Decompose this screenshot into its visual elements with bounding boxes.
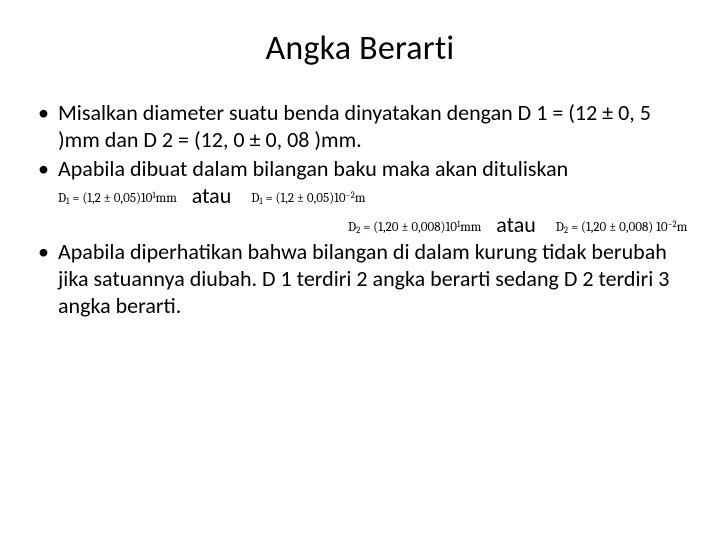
- formula-d2-m-body: = (1,20 ± 0,008) 10: [568, 220, 667, 235]
- formula-d2-m-var: D: [556, 220, 564, 235]
- formula-d1-mm: D1 = (1,2 ± 0,05)101mm: [58, 191, 177, 206]
- spacer: [182, 182, 187, 209]
- spacer: [573, 155, 583, 182]
- bullet-2-lead: Apabila dibuat dalam bilangan baku maka …: [58, 155, 568, 182]
- formula-d2-mm: D2 = (1,20 ± 0,008)101mm: [348, 220, 481, 235]
- bullet-1-text: Misalkan diameter suatu benda dinyatakan…: [58, 99, 651, 153]
- formula-d2-mm-var: D: [348, 220, 356, 235]
- bullet-list: Misalkan diameter suatu benda dinyatakan…: [34, 99, 686, 209]
- formula-d1-mm-var: D: [58, 191, 66, 206]
- formula-d2-m-unit: m: [677, 220, 688, 235]
- formula-d2-mm-body: = (1,20 ± 0,008)10: [360, 220, 457, 235]
- formula-d1-mm-unit: mm: [156, 191, 177, 206]
- slide-title: Angka Berarti: [34, 28, 686, 69]
- spacer: [236, 182, 246, 209]
- bullet-3-text: Apabila diperhatikan bahwa bilangan di d…: [58, 238, 669, 319]
- slide: Angka Berarti Misalkan diameter suatu be…: [0, 0, 720, 540]
- spacer: [486, 211, 491, 238]
- formula-d1-m-body: = (1,2 ± 0,05)10: [263, 191, 346, 206]
- formula-d1-m-unit: m: [355, 191, 366, 206]
- bullet-3: Apabila diperhatikan bahwa bilangan di d…: [34, 238, 686, 319]
- formula-d2-m-sup: −2: [668, 220, 677, 230]
- bullet-2: Apabila dibuat dalam bilangan baku maka …: [34, 155, 686, 209]
- formula-d1-mm-body: = (1,2 ± 0,05)10: [69, 191, 152, 206]
- spacer: [541, 211, 551, 238]
- connector-2: atau: [496, 211, 536, 238]
- connector-1: atau: [192, 182, 232, 209]
- formula-d1-m: D1 = (1,2 ± 0,05)10−2m: [251, 191, 365, 206]
- bullet-list-2: Apabila diperhatikan bahwa bilangan di d…: [34, 238, 686, 319]
- bullet-1: Misalkan diameter suatu benda dinyatakan…: [34, 99, 686, 153]
- formula-d1-m-sup: −2: [346, 191, 355, 201]
- formula-d2-m: D2 = (1,20 ± 0,008) 10−2m: [556, 220, 688, 235]
- formula-line-2: D2 = (1,20 ± 0,008)101mm atau D2 = (1,20…: [58, 211, 686, 238]
- formula-d2-mm-unit: mm: [460, 220, 481, 235]
